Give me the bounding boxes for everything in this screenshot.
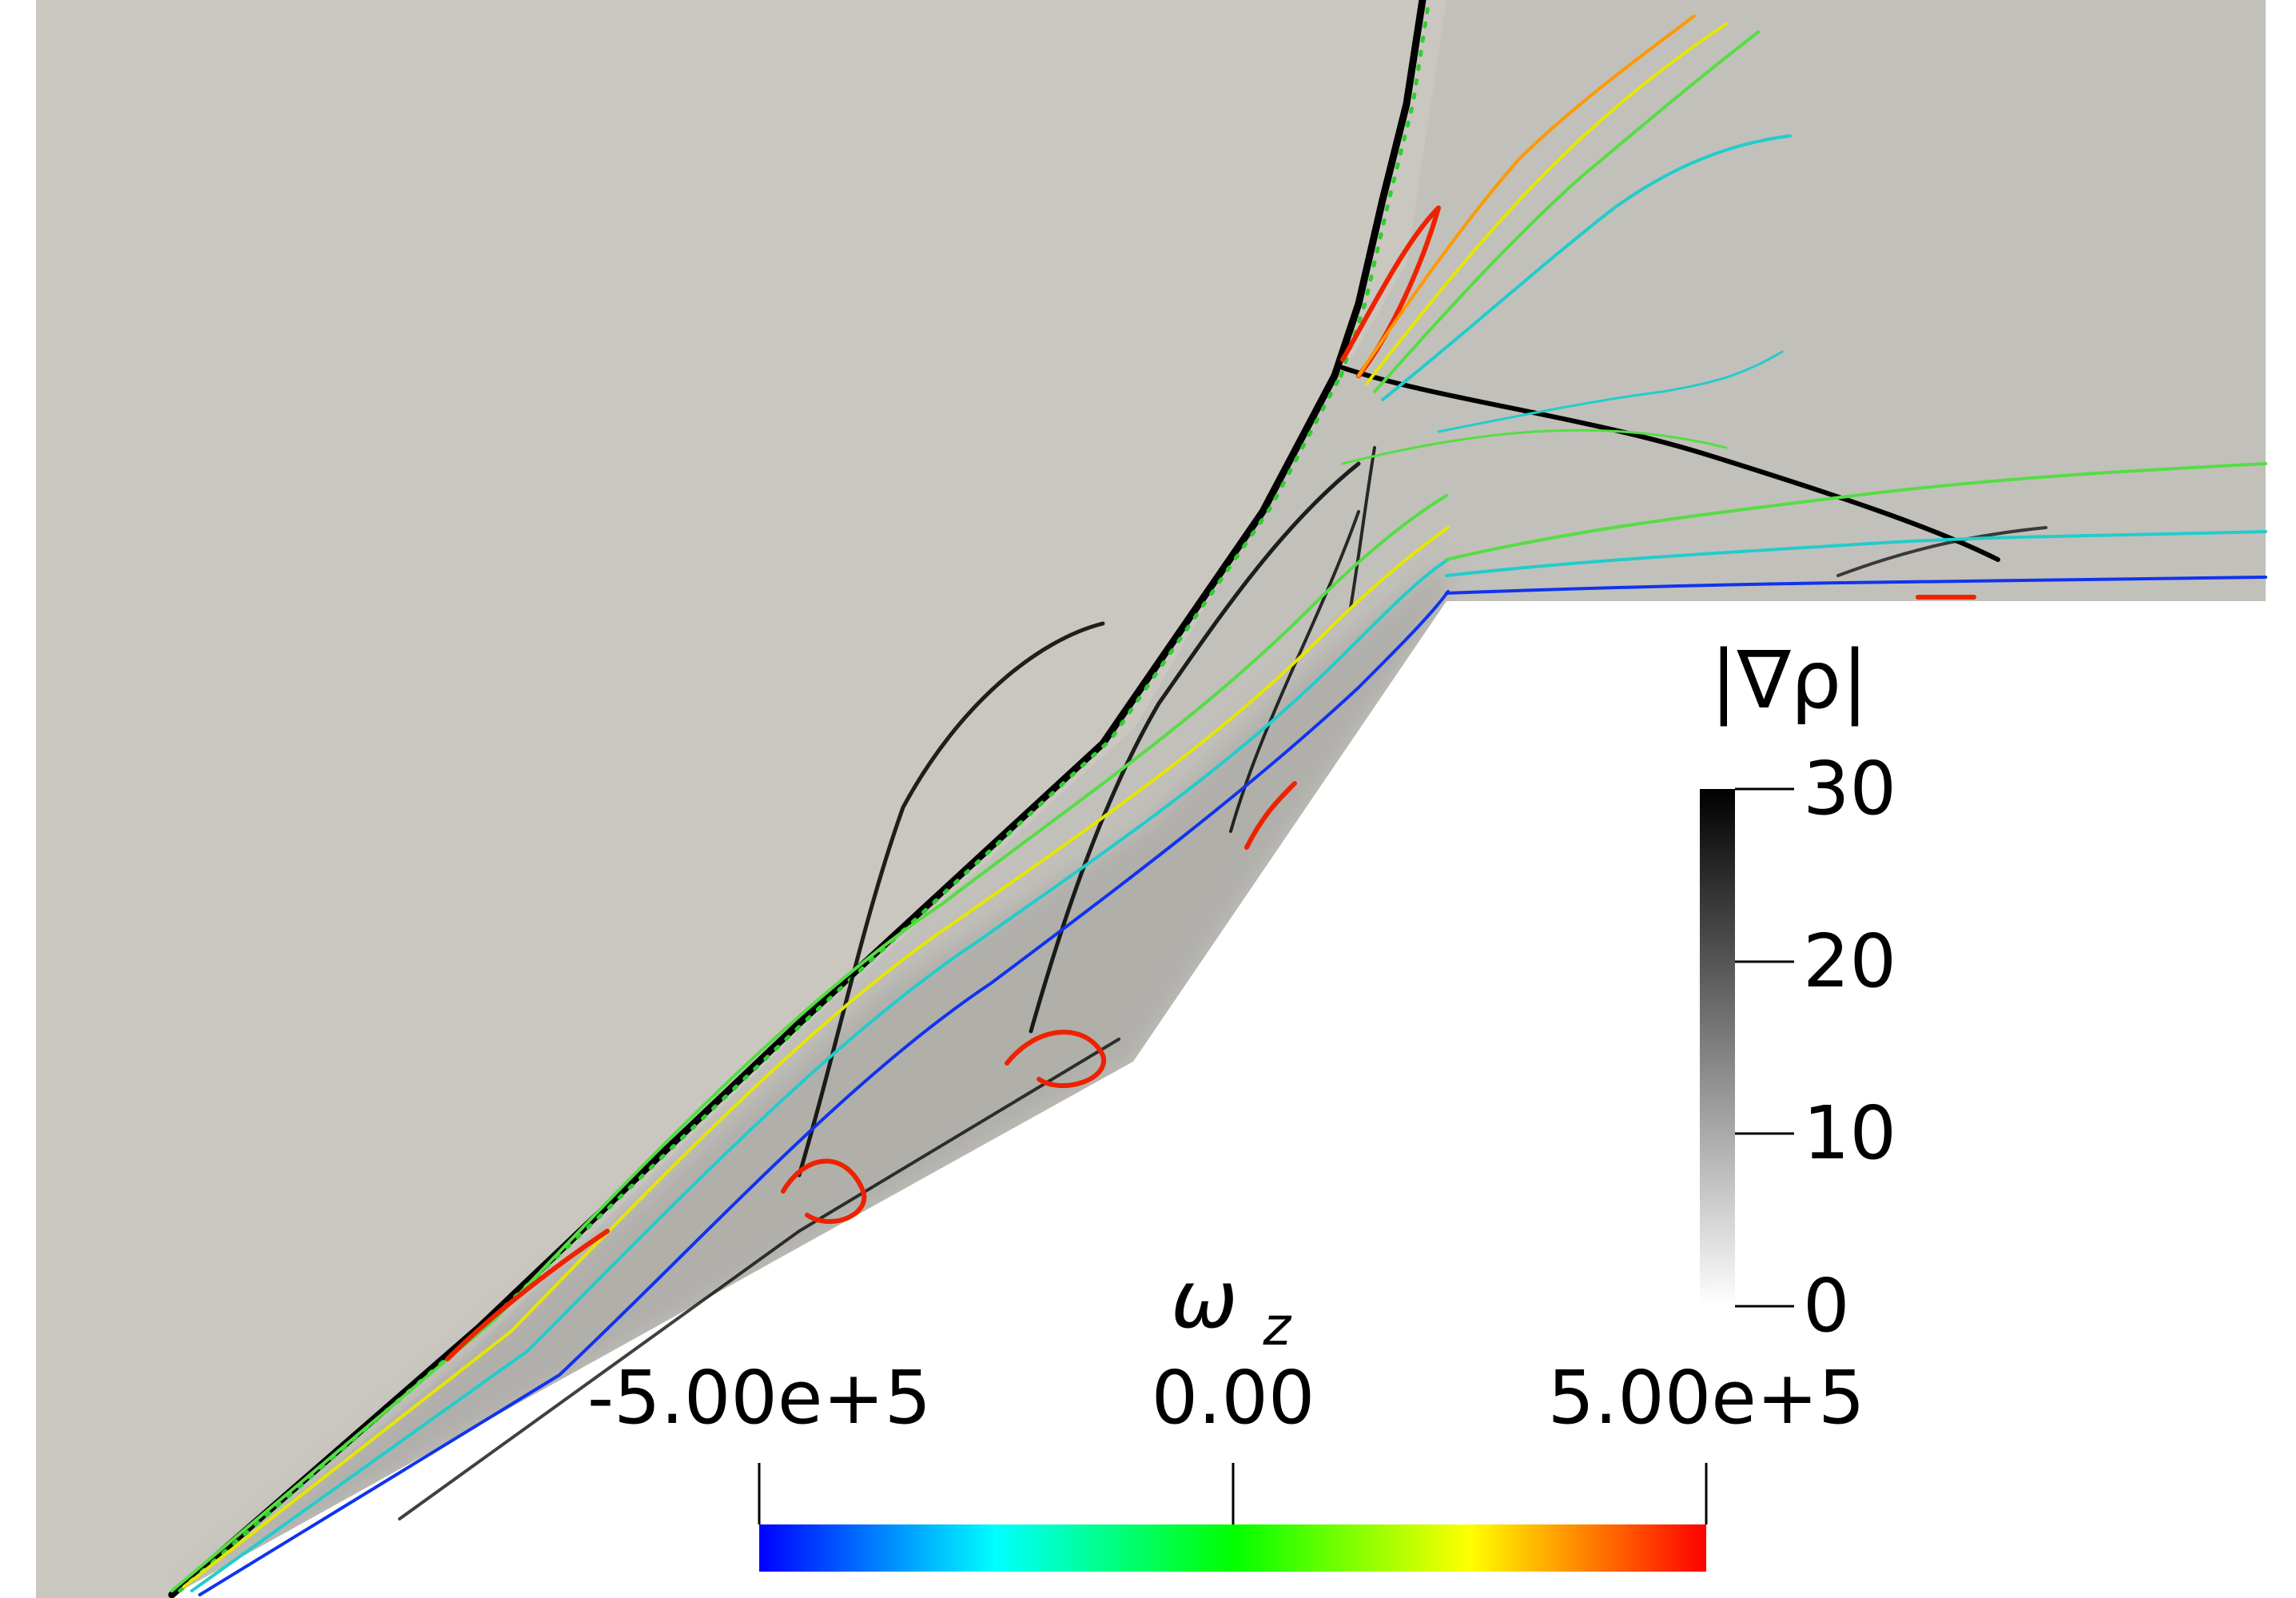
vorticity-title-symbol: ω — [1171, 1253, 1238, 1346]
density-gradient-colorbar: |∇ρ| 30 20 10 0 — [1700, 633, 1896, 1349]
contour-cyan-1 — [190, 558, 1450, 1592]
shear-layer-shading — [184, 560, 1446, 1591]
oblique-shock — [168, 372, 1339, 1598]
contour-green-2 — [1373, 30, 1760, 393]
secondary-shock-4 — [1349, 446, 1376, 609]
contour-green-outer — [170, 494, 1448, 1592]
density-label-0: 0 — [1803, 1263, 1850, 1349]
contour-cyan-3 — [1437, 350, 1784, 433]
vorticity-colorbar-fill — [759, 1524, 1706, 1572]
density-gradient-ticks — [1735, 787, 1794, 1308]
vorticity-label-zero: 0.00 — [1152, 1355, 1315, 1441]
contour-red-2 — [781, 1158, 867, 1224]
contour-wake-green — [1445, 462, 2267, 561]
vorticity-contours — [170, 14, 2267, 1596]
contour-red-1 — [445, 1229, 610, 1361]
density-label-30: 30 — [1803, 746, 1896, 831]
contour-red-3 — [1005, 1030, 1107, 1088]
reattachment-shock — [1836, 526, 2047, 577]
vorticity-ticks — [758, 1463, 1708, 1524]
vorticity-title: ω z — [1171, 1253, 1292, 1357]
contour-orange-1 — [1357, 14, 1696, 377]
shock-dotted-band — [177, 369, 1345, 1593]
contour-wake-cyan — [1445, 530, 2267, 577]
density-label-10: 10 — [1803, 1090, 1896, 1176]
vorticity-label-max: 5.00e+5 — [1547, 1355, 1864, 1441]
density-label-20: 20 — [1803, 919, 1896, 1004]
shock-waves — [168, 0, 2047, 1598]
wall-shock-trace — [398, 1038, 1120, 1520]
vorticity-label-min: -5.00e+5 — [587, 1355, 931, 1441]
vorticity-title-subscript: z — [1263, 1296, 1292, 1357]
contour-red-4 — [1244, 781, 1297, 850]
vorticity-colorbar: ω z -5.00e+5 0.00 5.00e+5 — [587, 1253, 1865, 1572]
contour-cyan-2 — [1381, 134, 1792, 401]
contour-yellow-1 — [182, 526, 1450, 1588]
transmitted-shock — [1340, 365, 2000, 562]
wall-body — [168, 601, 2296, 1598]
contour-blue-1 — [198, 590, 1450, 1596]
upper-shock-dots — [1339, 0, 1431, 378]
upper-shock — [1331, 0, 1427, 380]
contour-wake-blue — [1445, 576, 2267, 595]
secondary-shock — [797, 621, 1105, 1178]
density-gradient-colorbar-fill — [1700, 789, 1735, 1306]
density-gradient-title: |∇ρ| — [1710, 633, 1868, 727]
contour-green-3 — [1341, 428, 1728, 465]
contour-yellow-2 — [1365, 22, 1728, 385]
